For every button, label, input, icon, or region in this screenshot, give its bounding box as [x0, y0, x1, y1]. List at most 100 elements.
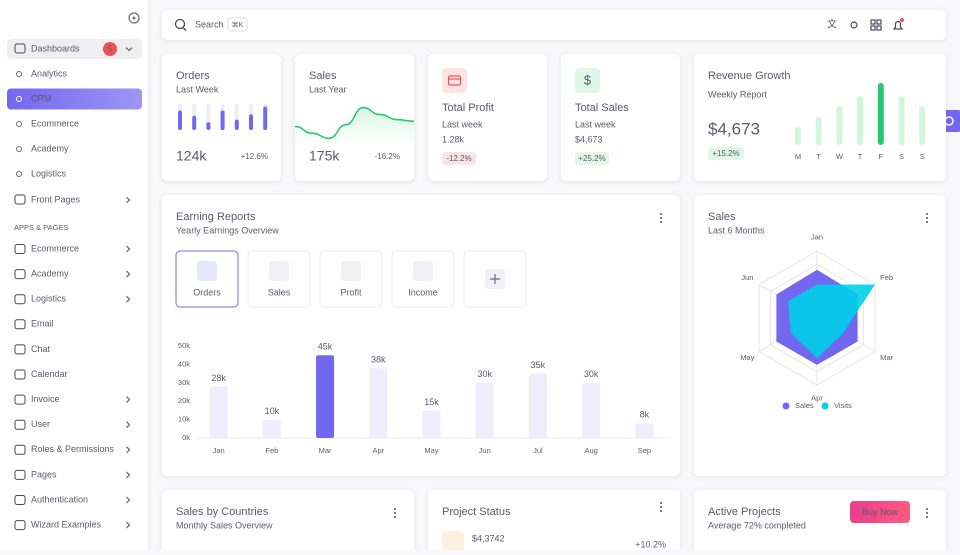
menu-label[interactable]: Pages [31, 469, 57, 479]
language-icon[interactable]: 文 [827, 18, 837, 31]
apps-icon [876, 25, 882, 31]
radar-series [787, 284, 876, 359]
more-menu[interactable] [393, 515, 397, 519]
more-menu[interactable] [925, 515, 929, 519]
menu-label[interactable]: Email [31, 319, 54, 329]
card-subtitle: Monthly Sales Overview [176, 520, 273, 530]
menu-icon [14, 495, 26, 505]
buy-now-button[interactable] [850, 501, 910, 523]
submenu-item[interactable]: Academy [31, 143, 69, 153]
menu-label[interactable]: Authentication [31, 494, 88, 504]
card-title: Sales [708, 211, 736, 223]
card-title: Earning Reports [176, 211, 256, 223]
menu-label[interactable]: Academy [31, 268, 69, 278]
notification-dot [900, 18, 904, 22]
bar-value-label: 45k [318, 342, 333, 352]
menu-label[interactable]: Front Pages [31, 194, 81, 204]
chevron [126, 270, 131, 278]
card-title: Project Status [442, 506, 511, 518]
search-bar[interactable] [162, 10, 946, 40]
bar [528, 373, 547, 438]
menu-label[interactable]: Invoice [31, 394, 60, 404]
card-subtitle: Last week [575, 119, 616, 129]
submenu-bullet [16, 96, 22, 102]
menu-label[interactable]: Wizard Examples [31, 519, 102, 529]
card-change: +15.2% [712, 149, 739, 158]
chevron [126, 196, 131, 204]
more-menu[interactable] [659, 212, 663, 216]
submenu-bullet [16, 171, 22, 177]
menu-label[interactable]: User [31, 419, 50, 429]
collapse-dot [132, 16, 136, 20]
submenu-item[interactable]: Analytics [31, 68, 68, 78]
legend-label: Sales [795, 401, 814, 410]
more-menu[interactable] [659, 220, 663, 224]
menu-label[interactable]: Calendar [31, 369, 68, 379]
menu-badge-count: 5 [108, 45, 113, 54]
submenu-item[interactable]: CRM [31, 93, 52, 103]
search-icon-handle [182, 27, 187, 31]
submenu-item[interactable]: Logistics [31, 168, 67, 178]
menu-label[interactable]: Chat [31, 344, 51, 354]
card-title: Total Profit [442, 102, 494, 114]
change-badge [442, 152, 476, 165]
bar-value-label: 30k [584, 369, 599, 379]
collapse-toggle[interactable] [128, 12, 140, 24]
legend-label: Visits [834, 401, 852, 410]
menu-label[interactable]: Ecommerce [31, 243, 79, 253]
menu-icon [14, 194, 26, 205]
mini-bar [263, 106, 268, 130]
submenu-bullet [16, 121, 22, 127]
menu-active[interactable] [7, 88, 142, 110]
theme-icon[interactable] [850, 21, 858, 29]
menu-label[interactable]: Logistics [31, 294, 67, 304]
apps-icon[interactable] [870, 19, 876, 25]
menu-icon [14, 319, 26, 330]
card-change: +25.2% [578, 154, 605, 163]
submenu-bullet [16, 146, 22, 152]
more-menu[interactable] [659, 216, 663, 220]
more-menu[interactable] [659, 509, 663, 513]
more-menu[interactable] [925, 216, 929, 220]
menu-icon [14, 244, 26, 254]
bar-value-label: 15k [424, 397, 439, 407]
buy-now-label[interactable]: Buy Now [862, 507, 899, 517]
week-day: S [899, 152, 904, 161]
card [162, 490, 414, 555]
card-title: Sales [309, 70, 337, 82]
more-menu[interactable] [925, 507, 929, 511]
notification-icon[interactable] [892, 20, 904, 30]
menu-icon [14, 469, 26, 480]
week-bar [836, 105, 843, 145]
menu-icon [14, 419, 26, 430]
week-bar [815, 117, 822, 145]
menu-icon [14, 444, 26, 455]
week-bar [898, 96, 905, 145]
more-menu[interactable] [393, 511, 397, 515]
more-menu[interactable] [659, 505, 663, 509]
x-tick-label: May [424, 446, 438, 455]
more-menu[interactable] [925, 220, 929, 224]
bar-value-label: 38k [371, 354, 386, 364]
more-menu[interactable] [925, 511, 929, 515]
card-title: Total Sales [575, 102, 629, 114]
card-icon [442, 68, 467, 93]
radar-axis-label: Jan [811, 233, 823, 242]
card-subtitle: Last Year [309, 84, 347, 94]
tab-icon [413, 261, 433, 281]
more-menu[interactable] [393, 507, 397, 511]
week-bar [795, 127, 801, 145]
menu-label: Dashboards [31, 43, 80, 53]
radar-axis-label: Jun [741, 273, 753, 282]
menu-label[interactable]: Roles & Permissions [31, 444, 115, 454]
x-tick-label: Jan [213, 446, 225, 455]
card-glyph: $ [584, 72, 592, 87]
submenu-item[interactable]: Ecommerce [31, 118, 79, 128]
bar-value-label: 35k [531, 360, 546, 370]
chevron [125, 47, 133, 52]
card-value: 175k [309, 148, 340, 164]
mini-bar [206, 122, 211, 130]
more-menu[interactable] [659, 501, 663, 505]
bar-value-label: 8k [640, 410, 650, 420]
more-menu[interactable] [925, 212, 929, 216]
